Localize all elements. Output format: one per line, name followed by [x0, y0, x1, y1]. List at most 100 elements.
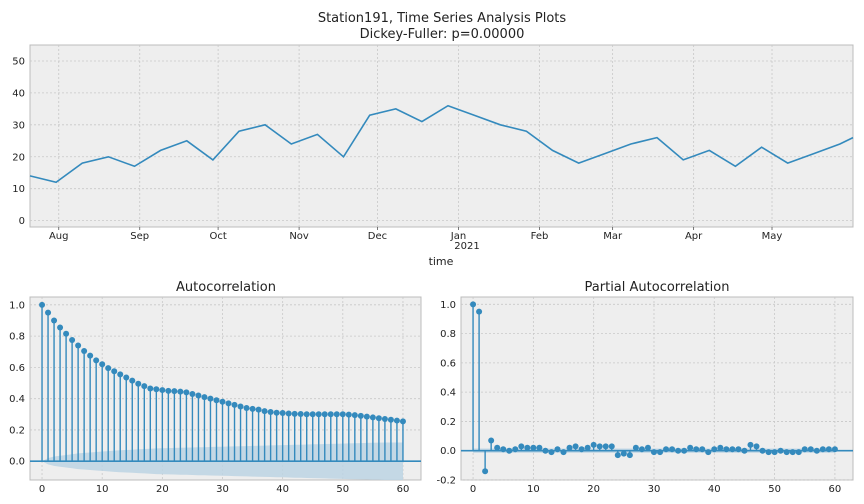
acf-marker — [219, 398, 226, 405]
suptitle-line1: Station191, Time Series Analysis Plots — [318, 11, 567, 26]
pacf-marker — [536, 444, 543, 451]
pacf-x-tick-label: 30 — [648, 484, 661, 495]
acf-marker — [135, 380, 142, 387]
acf-marker — [291, 410, 298, 417]
acf-marker — [177, 388, 184, 395]
acf-marker — [153, 386, 160, 393]
acf-marker — [387, 416, 394, 423]
pacf-marker — [813, 447, 820, 454]
acf-marker — [381, 416, 388, 422]
pacf-marker — [626, 452, 633, 459]
ts-y-tick-label: 0 — [19, 216, 25, 227]
acf-y-tick-label: 0.8 — [9, 332, 25, 343]
pacf-marker — [632, 444, 639, 451]
pacf-marker — [789, 449, 796, 456]
suptitle-line2: Dickey-Fuller: p=0.00000 — [360, 27, 525, 42]
pacf-y-tick-label: 0.0 — [440, 446, 456, 457]
acf-marker — [75, 342, 82, 349]
acf-marker — [225, 400, 232, 407]
pacf-y-tick-label: 0.2 — [440, 417, 456, 428]
acf-marker — [51, 317, 58, 324]
pacf-marker — [723, 446, 730, 453]
pacf-marker — [777, 447, 784, 454]
pacf-marker — [482, 468, 489, 475]
pacf-marker — [512, 446, 519, 453]
acf-marker — [357, 412, 364, 419]
acf-stems — [30, 301, 421, 463]
acf-y-tick-labels: 0.0 0.2 0.4 0.6 0.8 1.0 — [9, 300, 25, 467]
acf-y-tick-label: 1.0 — [9, 300, 25, 311]
acf-x-tick-label: 50 — [336, 484, 349, 495]
acf-marker — [279, 410, 286, 417]
acf-title: Autocorrelation — [176, 280, 276, 295]
acf-marker — [345, 411, 352, 418]
pacf-marker — [548, 449, 555, 456]
pacf-marker — [488, 437, 495, 444]
acf-marker — [159, 387, 166, 394]
ts-x-tick-label: Oct — [209, 231, 226, 242]
pacf-marker — [663, 446, 670, 453]
timeseries-y-tick-labels: 0 10 20 30 40 50 — [12, 56, 25, 227]
timeseries-grid — [30, 45, 853, 230]
ts-x-tick-label: Jan — [450, 231, 466, 242]
ts-x-tick-label: Feb — [531, 231, 549, 242]
acf-marker — [363, 413, 370, 420]
pacf-marker — [602, 443, 609, 450]
pacf-marker — [494, 444, 501, 451]
acf-marker — [57, 324, 64, 331]
acf-marker — [195, 392, 202, 399]
acf-marker — [87, 352, 94, 359]
pacf-marker — [638, 446, 645, 453]
acf-marker — [399, 418, 406, 425]
pacf-y-tick-label: 0.6 — [440, 358, 456, 369]
acf-x-tick-label: 10 — [96, 484, 109, 495]
acf-marker — [375, 415, 382, 422]
acf-marker — [129, 377, 136, 384]
acf-marker — [147, 385, 154, 392]
pacf-marker — [735, 446, 742, 453]
pacf-marker — [741, 447, 748, 454]
pacf-marker — [590, 441, 597, 448]
pacf-marker — [825, 446, 832, 453]
pacf-y-tick-label: 1.0 — [440, 300, 456, 311]
acf-marker — [165, 387, 172, 394]
pacf-marker — [717, 444, 724, 451]
pacf-marker — [759, 447, 766, 454]
pacf-x-tick-label: 40 — [708, 484, 721, 495]
pacf-y-tick-label: -0.2 — [436, 476, 456, 487]
acf-marker — [339, 411, 346, 418]
pacf-marker — [620, 450, 627, 457]
pacf-marker — [711, 446, 718, 453]
pacf-marker — [608, 443, 615, 450]
pacf-marker — [831, 446, 838, 453]
pacf-marker — [506, 447, 513, 454]
ts-x-tick-label: Sep — [130, 231, 149, 242]
pacf-marker — [524, 444, 531, 451]
pacf-marker — [747, 441, 754, 448]
pacf-stems — [461, 301, 853, 475]
acf-y-tick-label: 0.0 — [9, 457, 25, 468]
ts-x-tick-label: Nov — [289, 231, 309, 242]
acf-panel: Autocorrelation 0.0 0.2 0.4 0.6 0.8 1.0 0 10 20… — [9, 280, 422, 495]
ts-y-tick-label: 50 — [12, 56, 25, 67]
pacf-x-tick-label: 50 — [768, 484, 781, 495]
ts-y-tick-label: 40 — [12, 88, 25, 99]
pacf-marker — [470, 301, 477, 308]
acf-marker — [171, 388, 178, 395]
timeseries-x-axis-label: time — [429, 255, 454, 268]
pacf-marker — [807, 446, 814, 453]
pacf-y-tick-label: 0.4 — [440, 388, 456, 399]
pacf-marker — [801, 446, 808, 453]
acf-marker — [249, 405, 256, 412]
ts-series-line — [29, 104, 854, 184]
acf-marker — [273, 409, 280, 416]
timeseries-plot-area — [29, 44, 854, 228]
acf-marker — [255, 406, 262, 413]
acf-marker — [267, 408, 274, 415]
pacf-marker — [669, 446, 676, 453]
acf-x-tick-label: 40 — [276, 484, 289, 495]
ts-y-tick-label: 20 — [12, 152, 25, 163]
acf-marker — [351, 412, 358, 419]
pacf-marker — [693, 446, 700, 453]
